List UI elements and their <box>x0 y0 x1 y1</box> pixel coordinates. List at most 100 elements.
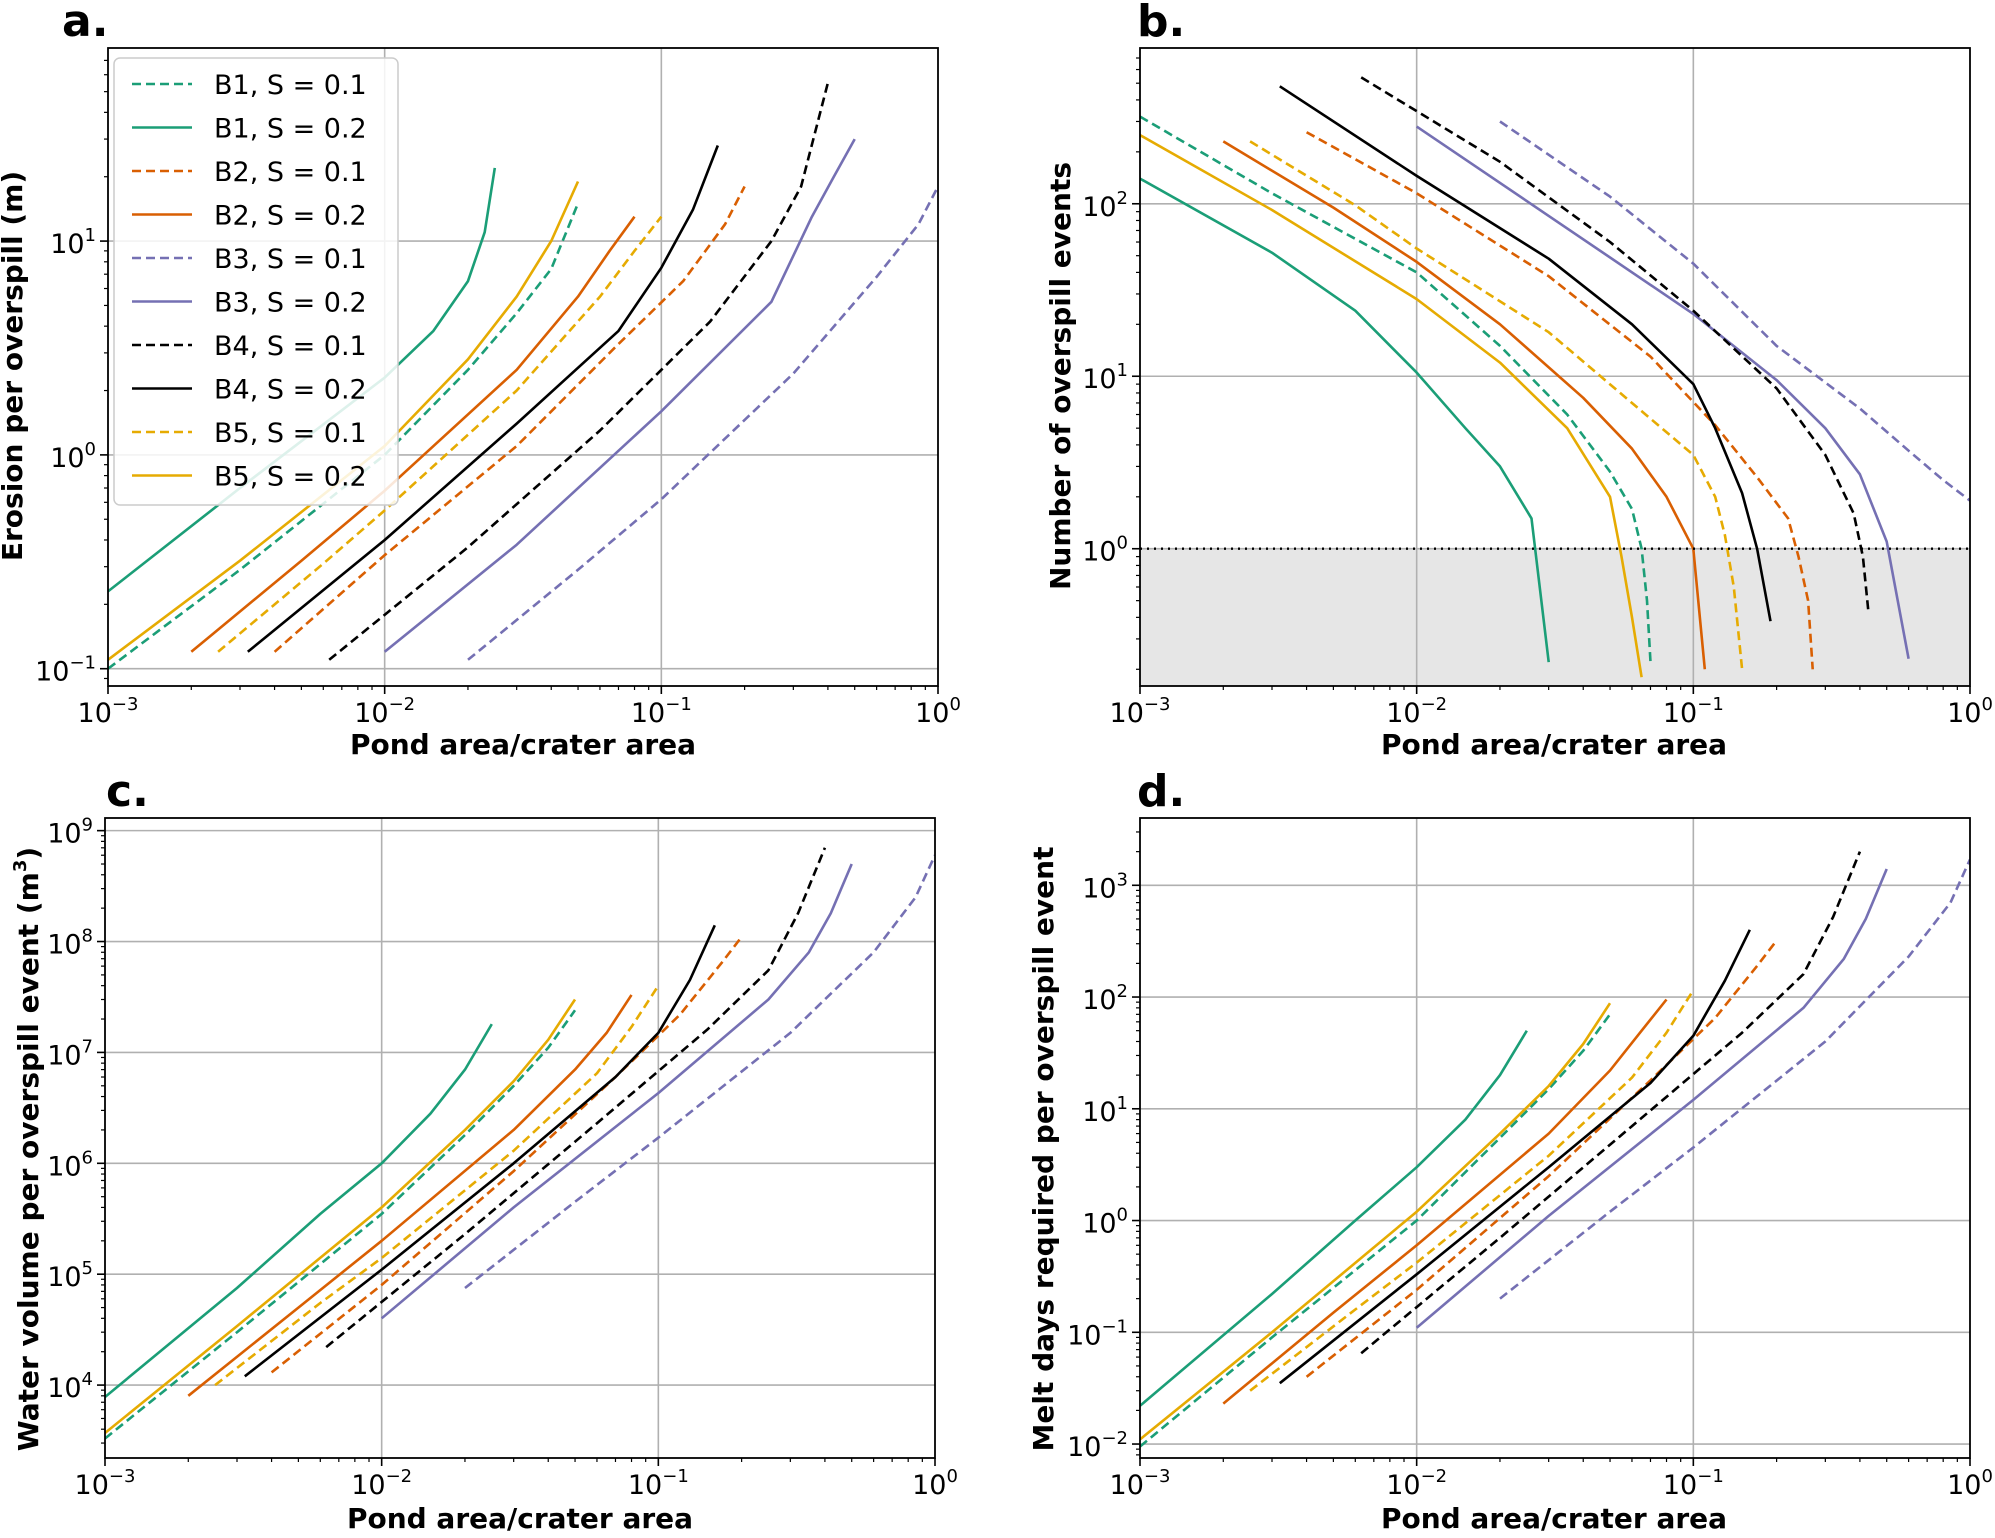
panel-c-xlabel: Pond area/crater area <box>347 1502 693 1535</box>
legend-label: B2, S = 0.2 <box>214 201 367 232</box>
y-tick-exponent: 0 <box>85 439 96 460</box>
x-tick-label: 10−2 <box>351 1466 412 1501</box>
y-tick-exponent: −2 <box>1101 1428 1128 1449</box>
series-b3-s01-line <box>1499 858 1970 1300</box>
series-b2-s01-line <box>273 185 746 653</box>
x-tick-exponent: −2 <box>1421 1466 1448 1487</box>
x-tick-exponent: 0 <box>949 694 960 715</box>
y-tick-label: 100 <box>50 439 96 474</box>
x-tick-exponent: −2 <box>1421 694 1448 715</box>
y-tick-base: 10 <box>1067 1320 1101 1351</box>
series-b4-s01-line <box>1360 851 1862 1355</box>
x-tick-label: 10−1 <box>1663 694 1724 729</box>
y-tick-base: 10 <box>47 1262 81 1293</box>
series-b5-s01-line <box>1249 140 1744 670</box>
series-b5-s01-line <box>214 984 660 1387</box>
legend-label: B1, S = 0.2 <box>214 114 367 145</box>
y-tick-base: 10 <box>35 657 69 688</box>
panel-c-frame <box>104 817 936 1459</box>
y-tick-base: 10 <box>47 1151 81 1182</box>
series-b2-s02-line <box>1222 140 1707 670</box>
x-tick-label: 10−1 <box>1663 1466 1724 1501</box>
x-tick-label: 10−1 <box>628 1466 689 1501</box>
panel-c-series <box>105 847 935 1440</box>
y-tick-base: 10 <box>47 1373 81 1404</box>
y-tick-label: 10−1 <box>1067 1316 1128 1351</box>
series-b1-s02-line <box>105 1023 493 1399</box>
panel-a-ylabel: Erosion per overspill (m) <box>0 171 29 561</box>
series-b4-s02-line <box>244 924 716 1378</box>
y-tick-label: 101 <box>1082 1093 1128 1128</box>
series-b4-s01-line <box>1360 76 1870 614</box>
panel-b-xlabel: Pond area/crater area <box>1381 728 1727 761</box>
series-b5-s02-line <box>1140 1002 1612 1441</box>
series-b2-s01-line <box>1305 131 1814 670</box>
x-tick-exponent: −2 <box>389 694 416 715</box>
x-tick-base: 10 <box>351 1470 385 1501</box>
x-tick-base: 10 <box>915 698 949 729</box>
y-tick-label: 106 <box>47 1147 93 1182</box>
y-tick-label: 109 <box>47 815 93 850</box>
y-tick-label: 10−1 <box>35 653 96 688</box>
series-b5-s02-line <box>105 998 577 1435</box>
series-b2-s01-line <box>1305 939 1778 1378</box>
series-b3-s02-line <box>1415 868 1888 1329</box>
y-tick-exponent: 6 <box>82 1147 93 1168</box>
x-tick-exponent: 0 <box>946 1466 957 1487</box>
series-b5-s01-line <box>1249 989 1695 1392</box>
y-tick-base: 10 <box>50 443 84 474</box>
y-tick-exponent: 0 <box>1117 1205 1128 1226</box>
x-tick-base: 10 <box>1110 698 1144 729</box>
x-tick-exponent: −3 <box>1144 1466 1171 1487</box>
series-b4-s01-line <box>328 82 830 661</box>
series-b1-s01-line <box>108 202 580 670</box>
x-tick-base: 10 <box>631 698 665 729</box>
y-tick-exponent: 4 <box>82 1369 93 1390</box>
x-tick-label: 100 <box>915 694 961 729</box>
series-b5-s01-line <box>217 215 663 653</box>
legend-label: B5, S = 0.1 <box>214 418 367 449</box>
y-tick-base: 10 <box>50 229 84 260</box>
y-tick-label: 107 <box>47 1036 93 1071</box>
x-tick-exponent: 0 <box>1981 1466 1992 1487</box>
x-tick-exponent: −3 <box>109 1466 136 1487</box>
x-tick-base: 10 <box>1663 1470 1697 1501</box>
series-b2-s02-line <box>187 994 633 1397</box>
series-b5-s02-line <box>1140 133 1643 678</box>
y-tick-exponent: 1 <box>1117 360 1128 381</box>
legend-box <box>113 57 399 506</box>
panel-d-frame <box>1139 817 1971 1459</box>
series-b3-s01-line <box>1499 120 1970 502</box>
y-tick-exponent: 2 <box>1117 981 1128 1002</box>
series-b5-s02-line <box>108 180 580 661</box>
panel-c-ylabel-exp: 3 <box>10 860 31 873</box>
x-tick-exponent: 0 <box>1981 694 1992 715</box>
panel-c-grid <box>105 818 935 1458</box>
y-tick-label: 101 <box>50 225 96 260</box>
x-tick-base: 10 <box>628 1470 662 1501</box>
panel-c-ylabel-main: Water volume per overspill event (m <box>12 872 45 1451</box>
y-tick-base: 10 <box>1082 537 1116 568</box>
x-tick-base: 10 <box>1947 698 1981 729</box>
x-tick-base: 10 <box>78 698 112 729</box>
y-tick-base: 10 <box>47 1040 81 1071</box>
x-tick-exponent: −2 <box>386 1466 413 1487</box>
y-tick-base: 10 <box>1082 985 1116 1016</box>
y-tick-label: 105 <box>47 1258 93 1293</box>
y-tick-base: 10 <box>1082 1097 1116 1128</box>
series-b2-s01-line <box>270 936 743 1374</box>
series-b1-s01-line <box>1140 115 1652 663</box>
panel-b-frame <box>1139 47 1971 687</box>
y-tick-base: 10 <box>1082 192 1116 223</box>
legend-label: B1, S = 0.1 <box>214 70 367 101</box>
y-tick-exponent: −1 <box>69 653 96 674</box>
y-tick-exponent: 9 <box>82 815 93 836</box>
series-b3-s02-line <box>383 138 856 653</box>
y-tick-exponent: 8 <box>82 926 93 947</box>
